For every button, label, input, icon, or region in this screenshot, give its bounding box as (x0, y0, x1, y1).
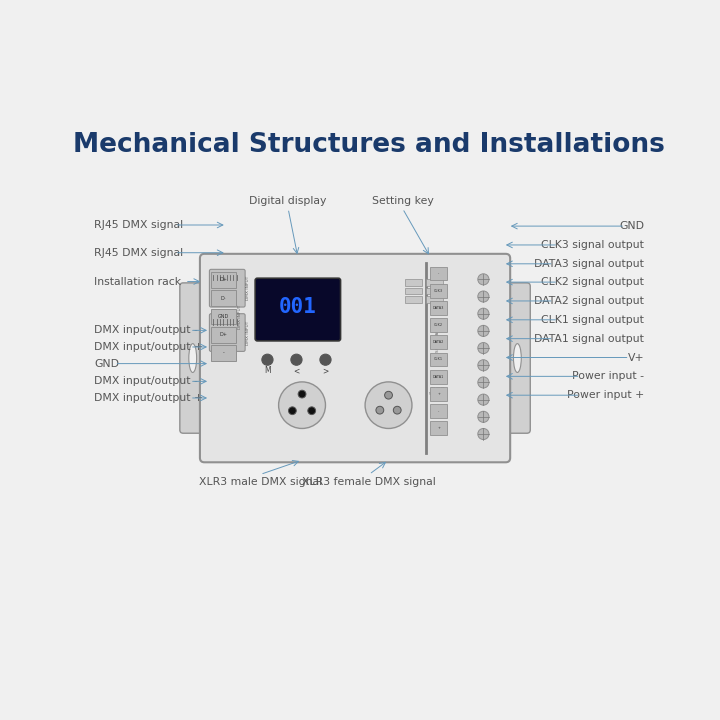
Circle shape (478, 428, 489, 439)
Bar (405, 288, 422, 294)
Text: Setting key: Setting key (372, 196, 433, 206)
Bar (431, 301, 447, 315)
Text: Installation rack: Installation rack (94, 276, 181, 287)
Text: DATA2 signal output: DATA2 signal output (534, 296, 644, 306)
Text: >: > (323, 366, 328, 375)
Circle shape (289, 407, 297, 415)
Text: GND: GND (94, 359, 119, 369)
Text: CLK2 signal output: CLK2 signal output (541, 277, 644, 287)
Bar (426, 288, 444, 294)
Bar (426, 296, 444, 302)
Circle shape (376, 406, 384, 414)
Text: DMX input/output -: DMX input/output - (94, 377, 198, 387)
Text: CLK1 signal output: CLK1 signal output (541, 315, 644, 325)
Text: GND: GND (619, 221, 644, 231)
Text: DMX input/output -: DMX input/output - (94, 325, 198, 336)
Circle shape (291, 354, 302, 365)
Bar (405, 296, 422, 302)
Bar (431, 266, 447, 280)
Bar (211, 327, 235, 343)
Text: XLR3 male DMX signal: XLR3 male DMX signal (199, 477, 322, 487)
Text: CLK2: CLK2 (434, 323, 444, 327)
Circle shape (262, 354, 273, 365)
Bar (431, 353, 447, 366)
Text: Digital display: Digital display (249, 196, 327, 206)
Text: D+: D+ (220, 277, 228, 282)
Text: RJ45 DMX signal: RJ45 DMX signal (94, 248, 183, 258)
Bar (431, 404, 447, 418)
Text: 001: 001 (279, 297, 317, 317)
Text: DMX INPUT: DMX INPUT (238, 305, 241, 328)
Bar (431, 336, 447, 349)
Bar (211, 346, 235, 361)
Circle shape (393, 406, 401, 414)
Text: Power input +: Power input + (567, 390, 644, 400)
Circle shape (478, 360, 489, 371)
Ellipse shape (189, 343, 197, 372)
Text: IN PUT
5-24VDC: IN PUT 5-24VDC (429, 387, 447, 395)
Text: -: - (438, 409, 439, 413)
Text: DATA1 signal output: DATA1 signal output (534, 333, 644, 343)
Text: GND: GND (217, 314, 229, 319)
Text: RJ45 DMX signal: RJ45 DMX signal (94, 220, 183, 230)
Circle shape (478, 411, 489, 423)
Circle shape (478, 308, 489, 319)
Circle shape (478, 291, 489, 302)
Text: CLK3 signal output: CLK3 signal output (541, 240, 644, 250)
Text: SPI SIGNAL OUT: SPI SIGNAL OUT (436, 320, 440, 352)
Ellipse shape (513, 343, 521, 372)
FancyBboxPatch shape (200, 254, 510, 462)
Bar (211, 272, 235, 288)
Circle shape (320, 354, 331, 365)
Text: DMX input/output +: DMX input/output + (94, 342, 203, 352)
FancyBboxPatch shape (210, 269, 245, 307)
Bar (211, 309, 235, 324)
Text: DATA2: DATA2 (433, 341, 444, 344)
Text: D+: D+ (220, 332, 228, 337)
Text: CLK1: CLK1 (434, 357, 444, 361)
FancyBboxPatch shape (180, 283, 213, 433)
Bar (431, 284, 447, 297)
Text: V+: V+ (627, 353, 644, 362)
Text: CLK3: CLK3 (434, 289, 444, 293)
Circle shape (478, 343, 489, 354)
Text: +: + (437, 426, 440, 430)
FancyBboxPatch shape (210, 314, 245, 351)
Text: DATA3: DATA3 (433, 306, 444, 310)
Bar (405, 279, 422, 286)
Circle shape (279, 382, 325, 428)
Text: -: - (222, 351, 224, 356)
Text: DATA3 signal output: DATA3 signal output (534, 258, 644, 269)
Bar (431, 421, 447, 435)
Text: <: < (293, 366, 300, 375)
Circle shape (478, 274, 489, 285)
FancyBboxPatch shape (255, 278, 341, 341)
Text: D-: D- (220, 296, 226, 301)
Text: -: - (438, 271, 439, 276)
Bar (431, 369, 447, 384)
Bar (211, 290, 235, 306)
Bar (426, 279, 444, 286)
Text: DMX INPUT: DMX INPUT (246, 320, 250, 345)
Text: Mechanical Structures and Installations: Mechanical Structures and Installations (73, 132, 665, 158)
Circle shape (307, 407, 315, 415)
Text: M: M (264, 366, 271, 375)
Text: +: + (437, 392, 440, 396)
Text: DMX INPUT: DMX INPUT (246, 276, 250, 300)
Bar (431, 318, 447, 332)
Circle shape (384, 391, 392, 399)
Circle shape (478, 394, 489, 405)
Circle shape (478, 377, 489, 388)
Text: XLR3 female DMX signal: XLR3 female DMX signal (302, 477, 436, 487)
Text: Power input -: Power input - (572, 372, 644, 382)
Circle shape (298, 390, 306, 398)
FancyBboxPatch shape (497, 283, 530, 433)
Text: DATA1: DATA1 (433, 374, 444, 379)
Text: DMX input/output +: DMX input/output + (94, 393, 203, 403)
Circle shape (365, 382, 412, 428)
Circle shape (478, 325, 489, 336)
Bar (431, 387, 447, 401)
